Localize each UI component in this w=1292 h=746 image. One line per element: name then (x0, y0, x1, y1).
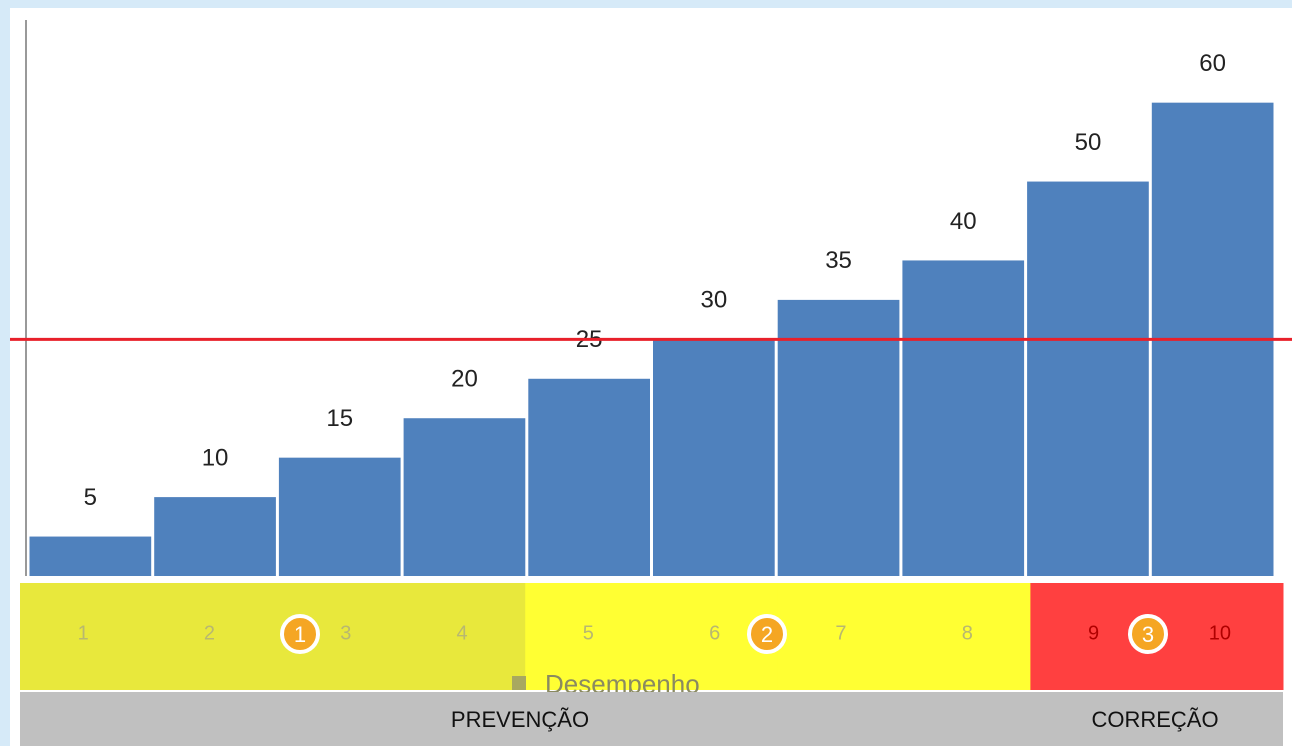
value-label: 15 (326, 405, 353, 432)
x-tick-label: 5 (583, 622, 594, 644)
x-tick-label: 1 (78, 622, 89, 644)
category-zone (398, 583, 526, 690)
zone-marker-label: 1 (294, 622, 306, 647)
phase-label: CORREÇÃO (1091, 707, 1218, 732)
value-label: 50 (1075, 129, 1102, 156)
category-zone (777, 583, 905, 690)
value-label: 30 (700, 287, 727, 314)
bar (154, 497, 276, 576)
bar (653, 339, 775, 576)
x-tick-label: 2 (204, 622, 215, 644)
zone-marker (1128, 614, 1168, 654)
category-zone (146, 583, 274, 690)
value-label: 40 (950, 208, 977, 235)
bar (777, 299, 900, 576)
value-label: 20 (451, 366, 478, 393)
phase-label: PREVENÇÃO (451, 707, 589, 732)
value-label: 5 (84, 484, 97, 511)
value-label: 10 (202, 444, 229, 471)
zone-marker-label: 3 (1142, 622, 1154, 647)
x-tick-label: 3 (340, 622, 351, 644)
zone-marker-label: 2 (761, 622, 773, 647)
category-zone (525, 583, 652, 690)
legend-swatch (512, 676, 526, 690)
bar (1027, 181, 1149, 577)
bar (902, 260, 1025, 576)
x-tick-label: 8 (962, 622, 973, 644)
category-zone (904, 583, 1031, 690)
bar (29, 536, 152, 576)
category-zone (20, 583, 147, 690)
x-tick-label: 10 (1209, 622, 1231, 644)
bar (278, 457, 401, 576)
zone-marker (747, 614, 787, 654)
x-tick-label: 6 (709, 622, 720, 644)
value-label: 35 (825, 247, 852, 274)
category-zone (1156, 583, 1284, 690)
x-tick-label: 4 (456, 622, 467, 644)
x-tick-label: 9 (1088, 622, 1099, 644)
zone-marker (280, 614, 320, 654)
x-tick-label: 7 (835, 622, 846, 644)
phase-bar (20, 692, 1283, 746)
value-label: 60 (1199, 50, 1226, 77)
bar (403, 418, 526, 576)
bar (528, 378, 650, 576)
